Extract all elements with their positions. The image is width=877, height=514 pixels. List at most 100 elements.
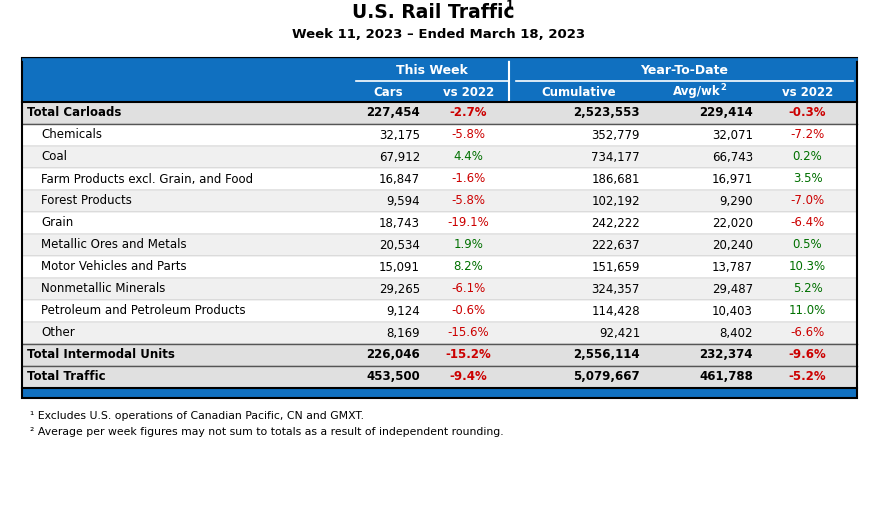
Text: 734,177: 734,177 xyxy=(591,151,640,163)
Bar xyxy=(22,58,857,60)
Text: -15.2%: -15.2% xyxy=(446,348,491,361)
Text: 453,500: 453,500 xyxy=(367,371,420,383)
Text: Cumulative: Cumulative xyxy=(541,85,616,99)
Text: Total Traffic: Total Traffic xyxy=(27,371,105,383)
Text: -2.7%: -2.7% xyxy=(450,106,488,119)
Text: 10.3%: 10.3% xyxy=(789,261,826,273)
Text: 67,912: 67,912 xyxy=(379,151,420,163)
Bar xyxy=(22,300,857,322)
Text: 9,124: 9,124 xyxy=(386,304,420,318)
Text: Motor Vehicles and Parts: Motor Vehicles and Parts xyxy=(41,261,187,273)
Text: -0.6%: -0.6% xyxy=(452,304,486,318)
Text: Total Carloads: Total Carloads xyxy=(27,106,121,119)
Text: 22,020: 22,020 xyxy=(712,216,753,229)
Text: -7.2%: -7.2% xyxy=(790,128,824,141)
Text: 242,222: 242,222 xyxy=(591,216,640,229)
Text: 352,779: 352,779 xyxy=(591,128,640,141)
Bar xyxy=(22,212,857,234)
Text: 13,787: 13,787 xyxy=(712,261,753,273)
Text: -5.8%: -5.8% xyxy=(452,194,486,208)
Text: 186,681: 186,681 xyxy=(591,173,640,186)
Text: 9,594: 9,594 xyxy=(387,194,420,208)
Text: -6.1%: -6.1% xyxy=(452,283,486,296)
Text: Petroleum and Petroleum Products: Petroleum and Petroleum Products xyxy=(41,304,246,318)
Text: ² Average per week figures may not sum to totals as a result of independent roun: ² Average per week figures may not sum t… xyxy=(30,427,503,437)
Text: Other: Other xyxy=(41,326,75,340)
Text: 1: 1 xyxy=(505,0,513,10)
Bar xyxy=(22,322,857,344)
Text: 18,743: 18,743 xyxy=(379,216,420,229)
Text: Farm Products excl. Grain, and Food: Farm Products excl. Grain, and Food xyxy=(41,173,253,186)
Text: 16,847: 16,847 xyxy=(379,173,420,186)
Text: -15.6%: -15.6% xyxy=(447,326,489,340)
Text: -6.6%: -6.6% xyxy=(790,326,824,340)
Text: 151,659: 151,659 xyxy=(591,261,640,273)
Text: 0.2%: 0.2% xyxy=(793,151,823,163)
Text: 1.9%: 1.9% xyxy=(453,238,483,251)
Bar xyxy=(22,190,857,212)
Text: 29,487: 29,487 xyxy=(712,283,753,296)
Text: 15,091: 15,091 xyxy=(379,261,420,273)
Text: Metallic Ores and Metals: Metallic Ores and Metals xyxy=(41,238,187,251)
Bar xyxy=(22,102,857,124)
Bar xyxy=(22,278,857,300)
Text: 226,046: 226,046 xyxy=(367,348,420,361)
Text: 8,402: 8,402 xyxy=(719,326,753,340)
Text: 8,169: 8,169 xyxy=(387,326,420,340)
Bar xyxy=(22,58,857,398)
Text: vs 2022: vs 2022 xyxy=(782,85,833,99)
Text: 5,079,667: 5,079,667 xyxy=(574,371,640,383)
Text: 0.5%: 0.5% xyxy=(793,238,823,251)
Bar xyxy=(22,256,857,278)
Text: 114,428: 114,428 xyxy=(591,304,640,318)
Bar xyxy=(22,124,857,146)
Text: Cars: Cars xyxy=(374,85,403,99)
Text: Nonmetallic Minerals: Nonmetallic Minerals xyxy=(41,283,166,296)
Text: Week 11, 2023 – Ended March 18, 2023: Week 11, 2023 – Ended March 18, 2023 xyxy=(292,28,585,41)
Text: ¹ Excludes U.S. operations of Canadian Pacific, CN and GMXT.: ¹ Excludes U.S. operations of Canadian P… xyxy=(30,411,364,421)
Text: U.S. Rail Traffic: U.S. Rail Traffic xyxy=(353,3,515,22)
Text: -0.3%: -0.3% xyxy=(788,106,826,119)
Text: 32,175: 32,175 xyxy=(379,128,420,141)
Text: Avg/wk: Avg/wk xyxy=(673,85,720,99)
Bar xyxy=(22,58,857,102)
Text: Year-To-Date: Year-To-Date xyxy=(640,64,729,77)
Text: 227,454: 227,454 xyxy=(367,106,420,119)
Text: Coal: Coal xyxy=(41,151,67,163)
Text: Grain: Grain xyxy=(41,216,74,229)
Text: 461,788: 461,788 xyxy=(699,371,753,383)
Text: 3.5%: 3.5% xyxy=(793,173,823,186)
Text: -6.4%: -6.4% xyxy=(790,216,824,229)
Text: 229,414: 229,414 xyxy=(699,106,753,119)
Text: -1.6%: -1.6% xyxy=(452,173,486,186)
Text: 324,357: 324,357 xyxy=(592,283,640,296)
Text: -5.8%: -5.8% xyxy=(452,128,486,141)
Text: 2,523,553: 2,523,553 xyxy=(574,106,640,119)
Text: -7.0%: -7.0% xyxy=(790,194,824,208)
Bar xyxy=(22,388,857,398)
Bar xyxy=(22,168,857,190)
Bar xyxy=(22,366,857,388)
Text: -9.6%: -9.6% xyxy=(788,348,826,361)
Bar xyxy=(22,146,857,168)
Text: 2: 2 xyxy=(721,83,726,91)
Text: vs 2022: vs 2022 xyxy=(443,85,494,99)
Text: -9.4%: -9.4% xyxy=(450,371,488,383)
Bar xyxy=(22,234,857,256)
Text: 20,240: 20,240 xyxy=(712,238,753,251)
Text: 66,743: 66,743 xyxy=(712,151,753,163)
Bar xyxy=(22,344,857,366)
Text: 9,290: 9,290 xyxy=(719,194,753,208)
Text: 16,971: 16,971 xyxy=(712,173,753,186)
Text: Total Intermodal Units: Total Intermodal Units xyxy=(27,348,175,361)
Text: -19.1%: -19.1% xyxy=(447,216,489,229)
Text: 92,421: 92,421 xyxy=(599,326,640,340)
Text: Forest Products: Forest Products xyxy=(41,194,132,208)
Text: 20,534: 20,534 xyxy=(379,238,420,251)
Text: -5.2%: -5.2% xyxy=(788,371,826,383)
Text: 5.2%: 5.2% xyxy=(793,283,823,296)
Text: 11.0%: 11.0% xyxy=(789,304,826,318)
Text: Chemicals: Chemicals xyxy=(41,128,102,141)
Text: This Week: This Week xyxy=(396,64,468,77)
Text: 232,374: 232,374 xyxy=(700,348,753,361)
